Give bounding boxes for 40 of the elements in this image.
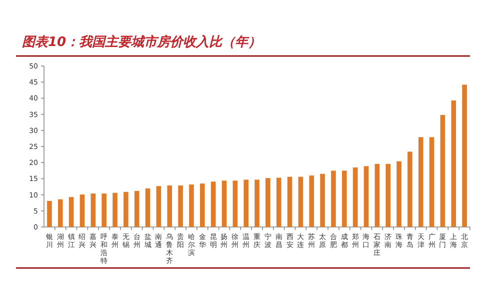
- bar: [331, 170, 336, 227]
- chart-title: 图表10：我国主要城市房价收入比（年）: [22, 34, 262, 50]
- bar: [287, 176, 292, 227]
- bar: [210, 182, 216, 227]
- bar: [408, 152, 412, 227]
- bar: [342, 170, 347, 227]
- bar: [124, 192, 128, 227]
- bar: [134, 190, 140, 227]
- bar: [244, 180, 248, 227]
- bar: [80, 194, 85, 227]
- bar: [90, 194, 96, 227]
- bar: [364, 166, 369, 227]
- bar: [189, 184, 194, 227]
- bar: [254, 180, 260, 227]
- bar: [68, 197, 74, 227]
- bar: [178, 185, 183, 227]
- bar: [200, 184, 205, 227]
- bar: [386, 164, 390, 227]
- bar: [167, 185, 172, 227]
- bar: [309, 175, 314, 227]
- bar: [440, 114, 446, 227]
- bar: [156, 186, 162, 227]
- bar: [145, 188, 150, 227]
- bar: [58, 199, 63, 227]
- bar: [320, 174, 325, 227]
- bar: [232, 180, 238, 227]
- bar: [429, 137, 434, 227]
- bar: [276, 178, 282, 227]
- bar: [298, 176, 304, 227]
- bar: [266, 178, 270, 227]
- bar: [462, 84, 467, 227]
- bar: [418, 137, 424, 227]
- bar: [451, 100, 456, 227]
- bar: [396, 161, 402, 227]
- bar: [47, 200, 52, 227]
- bar: [112, 192, 118, 227]
- bar: [222, 180, 227, 227]
- bar: [352, 167, 358, 227]
- bar: [374, 164, 380, 227]
- bar: [102, 194, 106, 227]
